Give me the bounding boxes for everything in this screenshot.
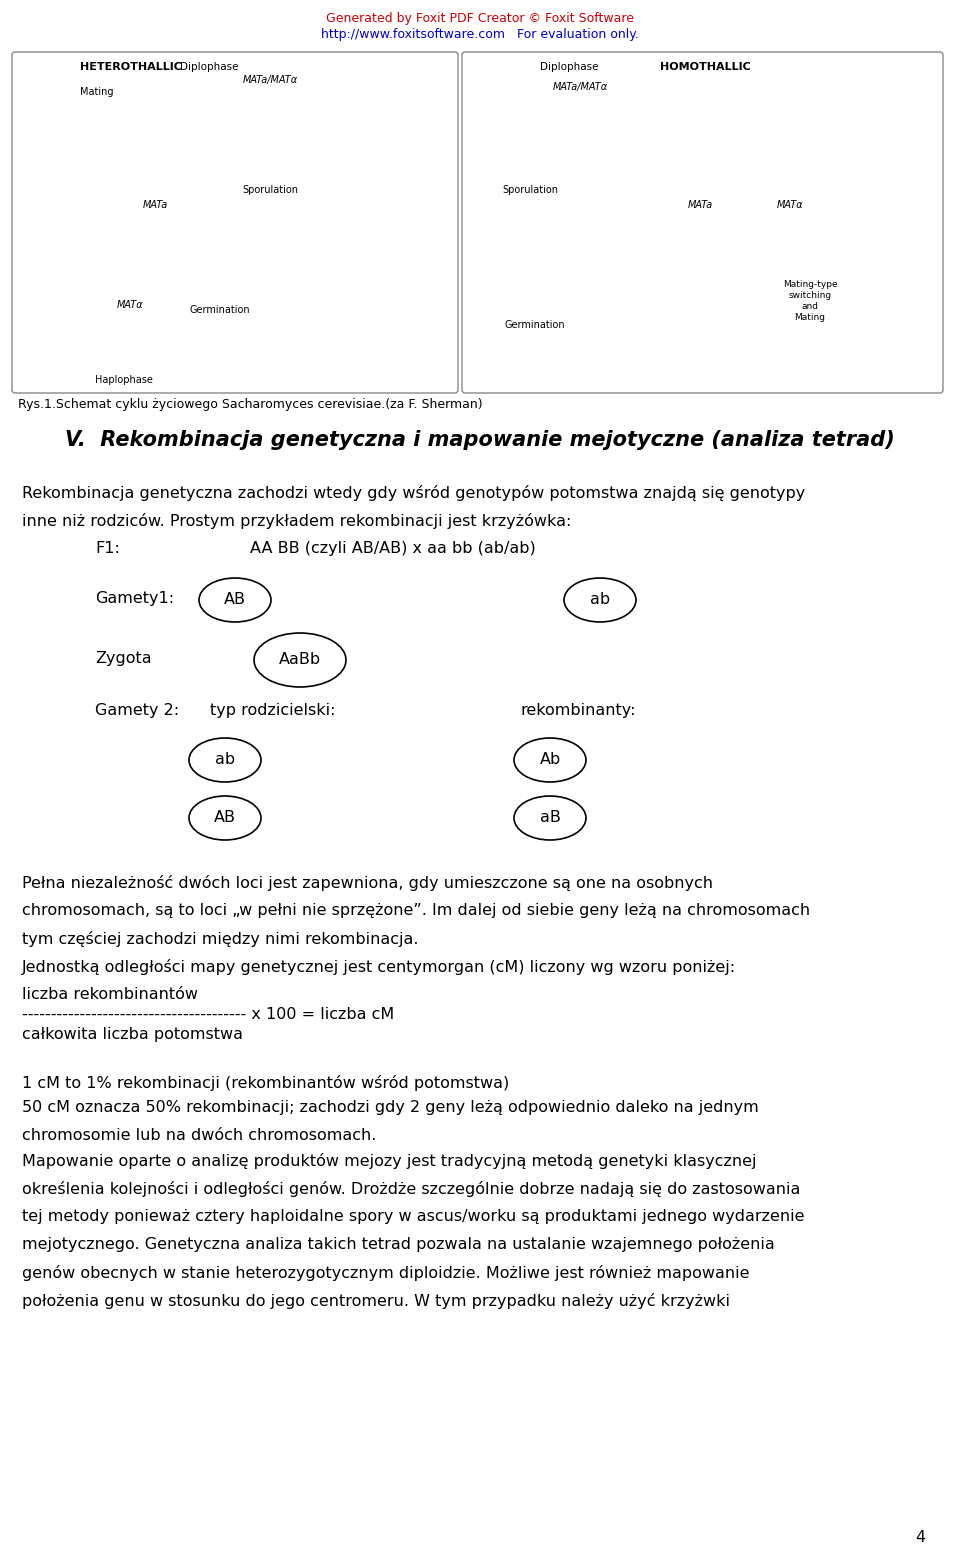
Text: chromosomie lub na dwóch chromosomach.: chromosomie lub na dwóch chromosomach. xyxy=(22,1127,376,1143)
Text: Haplophase: Haplophase xyxy=(95,375,153,386)
Text: Ab: Ab xyxy=(540,753,561,768)
Text: Gamety 2:: Gamety 2: xyxy=(95,703,180,717)
Text: Gamety1:: Gamety1: xyxy=(95,591,174,605)
Text: HETEROTHALLIC: HETEROTHALLIC xyxy=(80,62,181,72)
Text: Sporulation: Sporulation xyxy=(502,185,558,194)
Text: aB: aB xyxy=(540,810,561,826)
Text: ab: ab xyxy=(215,753,235,768)
Text: MATa: MATa xyxy=(142,201,168,210)
Text: Germination: Germination xyxy=(505,320,565,330)
Text: Zygota: Zygota xyxy=(95,650,152,666)
Text: http://www.foxitsoftware.com   For evaluation only.: http://www.foxitsoftware.com For evaluat… xyxy=(321,28,639,40)
Text: MATa: MATa xyxy=(687,201,712,210)
Text: Jednostką odległości mapy genetycznej jest centymorgan (cM) liczony wg wzoru pon: Jednostką odległości mapy genetycznej je… xyxy=(22,959,736,975)
Text: MATα: MATα xyxy=(777,201,804,210)
Text: tej metody ponieważ cztery haploidalne spory w ascus/worku są produktami jednego: tej metody ponieważ cztery haploidalne s… xyxy=(22,1208,804,1224)
Text: genów obecnych w stanie heterozygotycznym diploidzie. Możliwe jest również mapow: genów obecnych w stanie heterozygotyczny… xyxy=(22,1266,750,1281)
FancyBboxPatch shape xyxy=(12,51,458,393)
Text: MATα: MATα xyxy=(117,300,143,309)
Text: inne niż rodziców. Prostym przykładem rekombinacji jest krzyżówka:: inne niż rodziców. Prostym przykładem re… xyxy=(22,513,571,529)
Text: Mating-type
switching
and
Mating: Mating-type switching and Mating xyxy=(782,280,837,322)
Text: ab: ab xyxy=(590,592,610,608)
Text: --------------------------------------- x 100 = liczba cM: --------------------------------------- … xyxy=(22,1008,395,1022)
Text: mejotycznego. Genetyczna analiza takich tetrad pozwala na ustalanie wzajemnego p: mejotycznego. Genetyczna analiza takich … xyxy=(22,1236,775,1252)
Text: Rys.1.Schemat cyklu życiowego Sacharomyces cerevisiae.(za F. Sherman): Rys.1.Schemat cyklu życiowego Sacharomyc… xyxy=(18,398,483,411)
Text: Pełna niezależność dwóch loci jest zapewniona, gdy umieszczone są one na osobnyc: Pełna niezależność dwóch loci jest zapew… xyxy=(22,875,713,891)
Text: F1:: F1: xyxy=(95,541,120,557)
Text: Rekombinacja genetyczna zachodzi wtedy gdy wśród genotypów potomstwa znajdą się : Rekombinacja genetyczna zachodzi wtedy g… xyxy=(22,485,805,501)
Text: V.  Rekombinacja genetyczna i mapowanie mejotyczne (analiza tetrad): V. Rekombinacja genetyczna i mapowanie m… xyxy=(65,431,895,449)
Text: położenia genu w stosunku do jego centromeru. W tym przypadku należy użyć krzyżw: położenia genu w stosunku do jego centro… xyxy=(22,1294,730,1309)
Text: typ rodzicielski:: typ rodzicielski: xyxy=(210,703,335,717)
Text: Mapowanie oparte o analizę produktów mejozy jest tradycyjną metodą genetyki klas: Mapowanie oparte o analizę produktów mej… xyxy=(22,1152,756,1169)
Text: HOMOTHALLIC: HOMOTHALLIC xyxy=(660,62,751,72)
Text: liczba rekombinantów: liczba rekombinantów xyxy=(22,987,198,1001)
Text: Generated by Foxit PDF Creator © Foxit Software: Generated by Foxit PDF Creator © Foxit S… xyxy=(326,12,634,25)
Text: 4: 4 xyxy=(915,1530,925,1546)
Text: AB: AB xyxy=(224,592,246,608)
Text: MATa/MATα: MATa/MATα xyxy=(243,75,298,86)
Text: MATa/MATα: MATa/MATα xyxy=(552,82,608,92)
Text: 1 cM to 1% rekombinacji (rekombinantów wśród potomstwa): 1 cM to 1% rekombinacji (rekombinantów w… xyxy=(22,1075,509,1092)
Text: określenia kolejności i odległości genów. Drożdże szczególnie dobrze nadają się : określenia kolejności i odległości genów… xyxy=(22,1180,801,1197)
Text: Germination: Germination xyxy=(190,305,251,316)
Text: Diplophase: Diplophase xyxy=(180,62,238,72)
Text: AB: AB xyxy=(214,810,236,826)
Text: Diplophase: Diplophase xyxy=(540,62,598,72)
FancyBboxPatch shape xyxy=(462,51,943,393)
Text: AaBb: AaBb xyxy=(279,653,321,667)
Text: tym częściej zachodzi między nimi rekombinacja.: tym częściej zachodzi między nimi rekomb… xyxy=(22,931,419,947)
Text: 50 cM oznacza 50% rekombinacji; zachodzi gdy 2 geny leżą odpowiednio daleko na j: 50 cM oznacza 50% rekombinacji; zachodzi… xyxy=(22,1099,758,1115)
Text: AA BB (czyli AB/AB) x aa bb (ab/ab): AA BB (czyli AB/AB) x aa bb (ab/ab) xyxy=(250,541,536,557)
Text: chromosomach, są to loci „w pełni nie sprzężone”. Im dalej od siebie geny leżą n: chromosomach, są to loci „w pełni nie sp… xyxy=(22,903,810,917)
Text: całkowita liczba potomstwa: całkowita liczba potomstwa xyxy=(22,1026,243,1042)
Text: Sporulation: Sporulation xyxy=(242,185,298,194)
Text: rekombinanty:: rekombinanty: xyxy=(520,703,636,717)
Text: Mating: Mating xyxy=(80,87,113,96)
